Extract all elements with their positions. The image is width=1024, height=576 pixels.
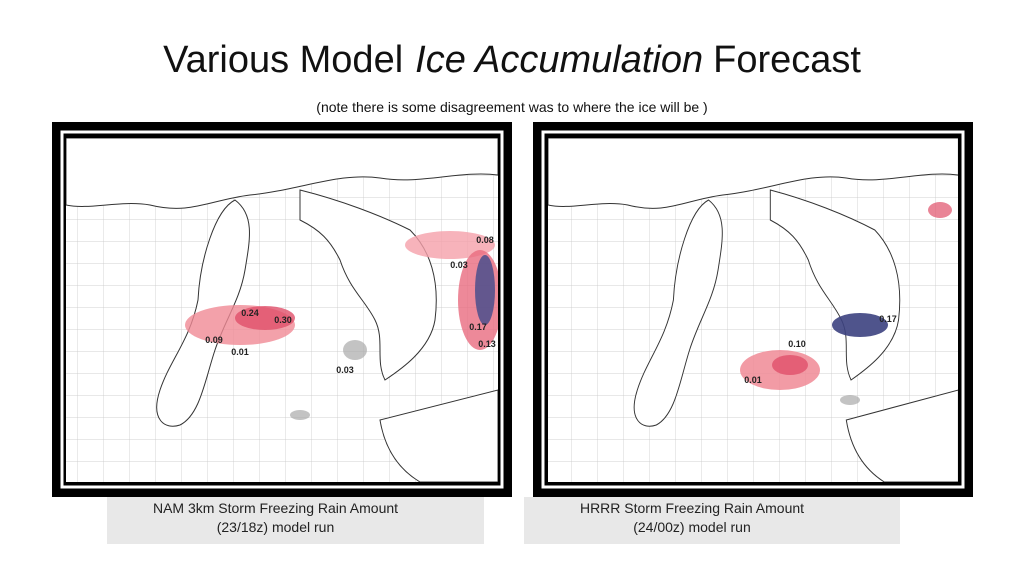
ice-amount-label: 0.30 [274,315,292,325]
ice-area [235,306,295,330]
shoreline [66,138,498,482]
ice-amount-label: 0.03 [336,365,354,375]
ice-amount-label: 0.17 [879,314,897,324]
ice-amount-label: 0.10 [788,339,806,349]
map: 0.10 0.17 0.01 [548,138,958,482]
ice-area [928,202,952,218]
caption: NAM 3km Storm Freezing Rain Amount [153,500,398,516]
ice-amount-label: 0.08 [476,235,494,245]
ice-amount-label: 0.24 [241,308,259,318]
map-panel: 0.10 0.17 0.01 HRRR Storm Freezing Rain Amo… [524,122,973,544]
ice-area [772,355,808,375]
upper-lakes [548,138,958,209]
lake-michigan [633,199,723,427]
ice-amount-label: 0.17 [469,322,487,332]
ice-amount-label: 0.01 [231,347,249,357]
lake-erie [379,389,498,482]
ice-amount-label: 0.09 [205,335,223,345]
map-panel: 0.08 0.03 0.24 0.30 0.09 0.01 0.17 0.13 0.03 NAM … [52,122,512,544]
ice-area [405,231,495,259]
ice-area [290,410,310,420]
ice-area [343,340,367,360]
caption-box [107,497,484,544]
ice-area [832,313,888,337]
caption-box [524,497,900,544]
caption: HRRR Storm Freezing Rain Amount [580,500,804,516]
ice-amount-label: 0.13 [478,339,496,349]
caption: (23/18z) model run [217,519,335,535]
map: 0.08 0.03 0.24 0.30 0.09 0.01 0.17 0.13 0.03 [66,138,498,482]
subtitle: (note there is some disagreement was to … [316,99,707,115]
caption: (24/00z) model run [633,519,751,535]
ice-amount-label: 0.03 [450,260,468,270]
title: Various Model Ice Accumulation Forecast [163,39,861,81]
lake-erie [845,389,958,482]
ice-amount-label: 0.01 [744,375,762,385]
ice-area [840,395,860,405]
ice-area [475,255,495,325]
upper-lakes [66,138,498,209]
lake-huron [299,189,437,381]
